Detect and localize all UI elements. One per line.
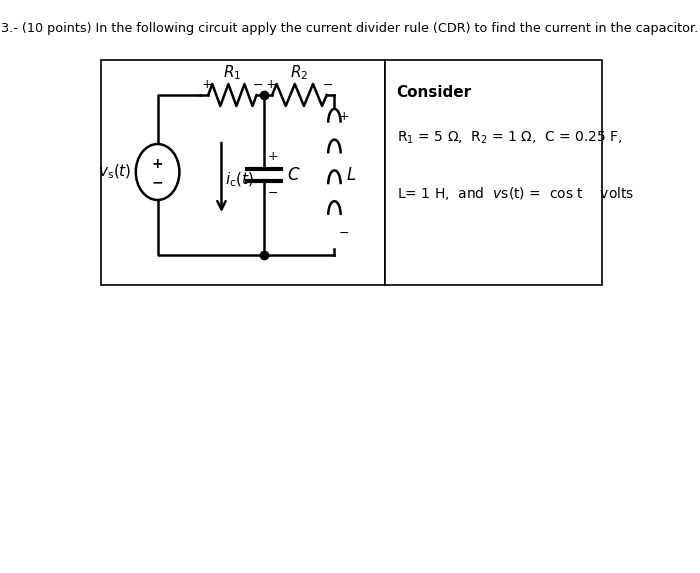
Text: −: − — [267, 186, 278, 199]
Text: +: + — [267, 151, 278, 163]
Text: −: − — [323, 79, 333, 92]
Text: −: − — [152, 175, 163, 189]
Text: Consider: Consider — [397, 85, 472, 100]
Text: +: + — [338, 111, 349, 124]
Text: −: − — [338, 226, 349, 240]
Text: C: C — [288, 166, 300, 184]
Bar — [101, 60, 385, 285]
Text: 3.- (10 points) In the following circuit apply the current divider rule (CDR) to: 3.- (10 points) In the following circuit… — [1, 22, 699, 35]
Text: L: L — [347, 166, 356, 184]
Text: $R_1$: $R_1$ — [223, 64, 242, 83]
Circle shape — [136, 144, 179, 200]
Text: $R_2$: $R_2$ — [290, 64, 309, 83]
Text: −: − — [252, 79, 262, 92]
Text: +: + — [266, 79, 276, 92]
Text: $v_\mathrm{s}(t)$: $v_\mathrm{s}(t)$ — [97, 163, 131, 181]
Text: L= 1 H,  and  $v$s(t) =  cos t    volts: L= 1 H, and $v$s(t) = cos t volts — [397, 185, 634, 202]
Bar — [385, 60, 601, 285]
Text: +: + — [202, 79, 213, 92]
Text: $i_\mathrm{c}(t)$: $i_\mathrm{c}(t)$ — [225, 171, 254, 189]
Text: R$_1$ = 5 $\Omega$,  R$_2$ = 1 $\Omega$,  C = 0.25 F,: R$_1$ = 5 $\Omega$, R$_2$ = 1 $\Omega$, … — [397, 130, 622, 146]
Text: +: + — [152, 157, 163, 171]
